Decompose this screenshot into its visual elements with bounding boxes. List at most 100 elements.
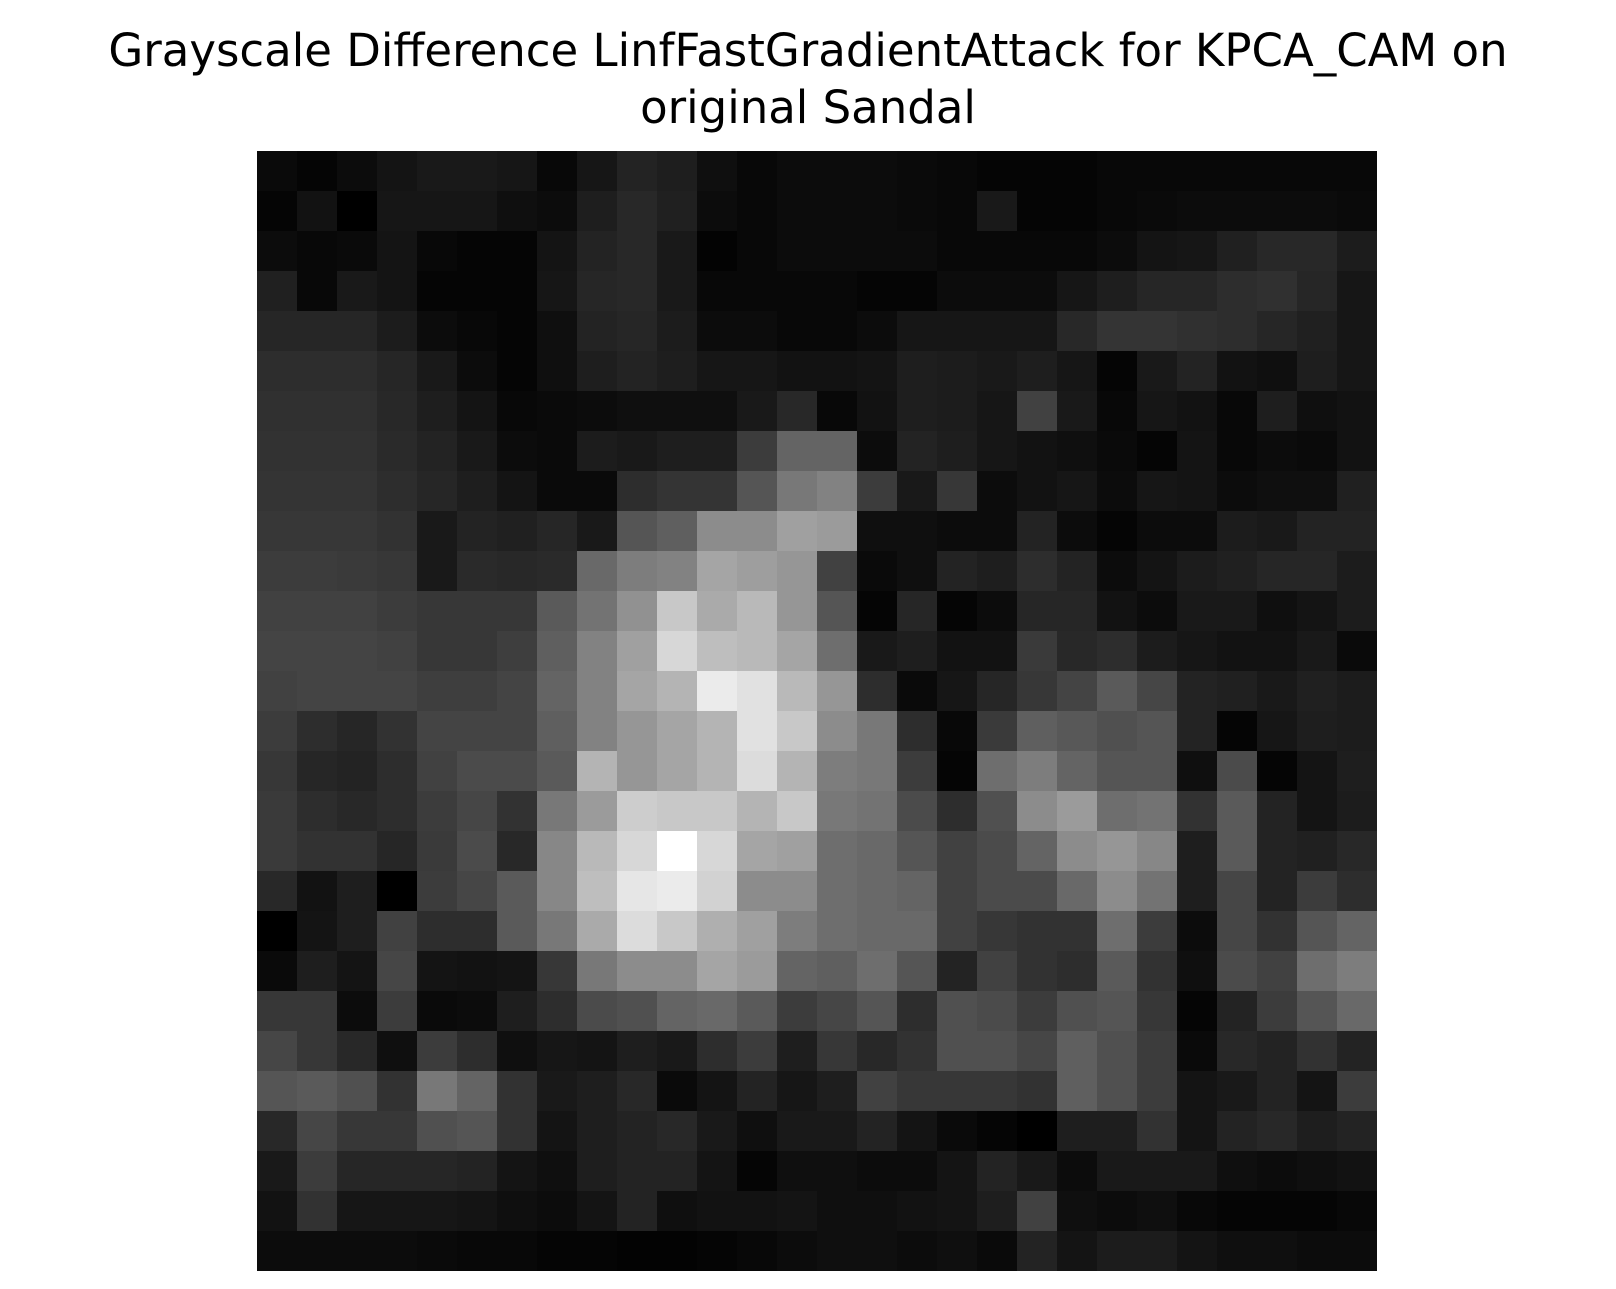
heatmap-cell — [457, 591, 498, 632]
heatmap-cell — [737, 1031, 778, 1072]
heatmap-cell — [497, 1071, 538, 1112]
heatmap-cell — [537, 551, 578, 592]
heatmap-cell — [817, 511, 858, 552]
heatmap-cell — [817, 1151, 858, 1192]
heatmap-cell — [1257, 231, 1298, 272]
heatmap-cell — [337, 911, 378, 952]
heatmap-cell — [577, 351, 618, 392]
heatmap-cell — [497, 1151, 538, 1192]
heatmap-cell — [1097, 711, 1138, 752]
heatmap-cell — [1097, 791, 1138, 832]
heatmap-cell — [977, 271, 1018, 312]
heatmap-cell — [457, 911, 498, 952]
heatmap-cell — [897, 231, 938, 272]
heatmap-cell — [1217, 991, 1258, 1032]
heatmap-cell — [1217, 1151, 1258, 1192]
heatmap-cell — [737, 391, 778, 432]
heatmap-cell — [1297, 1111, 1338, 1152]
heatmap-cell — [937, 1231, 978, 1271]
heatmap-cell — [1257, 1031, 1298, 1072]
heatmap-cell — [1297, 711, 1338, 752]
heatmap-cell — [1337, 671, 1377, 712]
heatmap-cell — [1217, 551, 1258, 592]
heatmap-cell — [257, 231, 298, 272]
heatmap-cell — [377, 751, 418, 792]
heatmap-cell — [1257, 1111, 1298, 1152]
heatmap-cell — [337, 791, 378, 832]
heatmap-cell — [457, 191, 498, 232]
heatmap-cell — [1097, 671, 1138, 712]
heatmap-cell — [1337, 951, 1377, 992]
heatmap-cell — [377, 711, 418, 752]
heatmap-cell — [897, 911, 938, 952]
heatmap-cell — [1217, 791, 1258, 832]
heatmap-cell — [777, 831, 818, 872]
heatmap-cell — [537, 1191, 578, 1232]
heatmap-cell — [617, 471, 658, 512]
heatmap-cell — [1017, 991, 1058, 1032]
heatmap-cell — [777, 1111, 818, 1152]
heatmap-cell — [1297, 951, 1338, 992]
heatmap-cell — [977, 871, 1018, 912]
heatmap-cell — [777, 791, 818, 832]
heatmap-cell — [737, 511, 778, 552]
heatmap-cell — [337, 751, 378, 792]
heatmap-cell — [657, 911, 698, 952]
heatmap-cell — [297, 911, 338, 952]
heatmap-cell — [777, 991, 818, 1032]
heatmap-cell — [337, 991, 378, 1032]
heatmap-cell — [657, 991, 698, 1032]
heatmap-cell — [657, 871, 698, 912]
heatmap-cell — [1217, 431, 1258, 472]
heatmap-cell — [817, 911, 858, 952]
heatmap-cell — [617, 631, 658, 672]
heatmap-cell — [297, 271, 338, 312]
heatmap-cell — [817, 1191, 858, 1232]
heatmap-cell — [1177, 871, 1218, 912]
heatmap-cell — [1057, 351, 1098, 392]
heatmap-cell — [617, 951, 658, 992]
heatmap-cell — [457, 751, 498, 792]
heatmap-cell — [297, 311, 338, 352]
heatmap-cell — [537, 871, 578, 912]
heatmap-cell — [257, 1111, 298, 1152]
heatmap-cell — [1137, 151, 1178, 192]
heatmap-cell — [697, 1151, 738, 1192]
heatmap-cell — [657, 1231, 698, 1271]
heatmap-cell — [1217, 231, 1258, 272]
heatmap-cell — [737, 751, 778, 792]
heatmap-cell — [1137, 791, 1178, 832]
heatmap-cell — [537, 391, 578, 432]
heatmap-cell — [977, 911, 1018, 952]
heatmap-cell — [777, 1031, 818, 1072]
heatmap-cell — [417, 551, 458, 592]
heatmap-cell — [1297, 1031, 1338, 1072]
heatmap-cell — [417, 831, 458, 872]
heatmap-cell — [1257, 391, 1298, 432]
heatmap-cell — [977, 1111, 1018, 1152]
heatmap-cell — [377, 471, 418, 512]
heatmap-cell — [1017, 1231, 1058, 1271]
heatmap-cell — [577, 1191, 618, 1232]
heatmap-cell — [937, 431, 978, 472]
heatmap-cell — [417, 631, 458, 672]
heatmap-cell — [937, 711, 978, 752]
heatmap-cell — [417, 431, 458, 472]
heatmap-cell — [377, 631, 418, 672]
heatmap-cell — [417, 471, 458, 512]
heatmap-cell — [577, 1031, 618, 1072]
heatmap-cell — [777, 511, 818, 552]
heatmap-cell — [537, 151, 578, 192]
heatmap-cell — [537, 1071, 578, 1112]
heatmap-cell — [297, 351, 338, 392]
heatmap-cell — [617, 191, 658, 232]
heatmap-cell — [1097, 951, 1138, 992]
heatmap-cell — [537, 631, 578, 672]
heatmap-cell — [497, 351, 538, 392]
heatmap-cell — [337, 391, 378, 432]
heatmap-cell — [1217, 151, 1258, 192]
heatmap-cell — [257, 751, 298, 792]
heatmap-cell — [977, 151, 1018, 192]
heatmap-cell — [777, 391, 818, 432]
heatmap-cell — [297, 871, 338, 912]
